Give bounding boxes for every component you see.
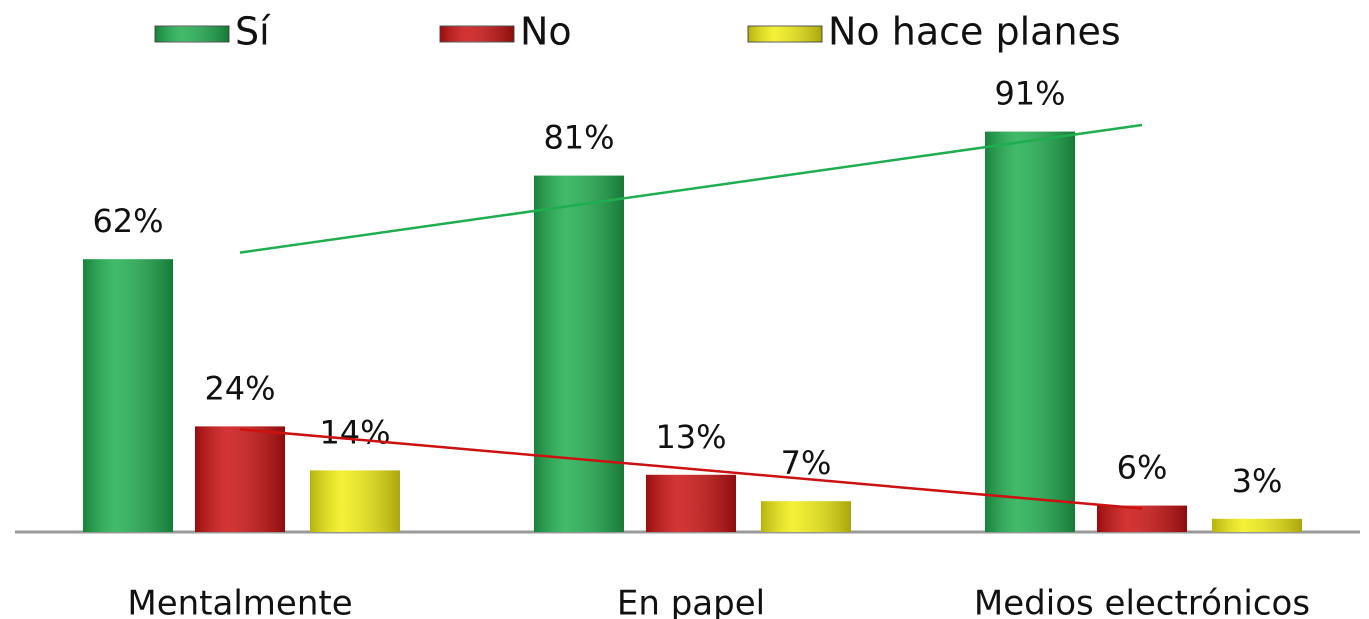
data-label: 81% — [543, 119, 614, 157]
bar-shade — [646, 474, 736, 532]
bar-shade — [1212, 518, 1302, 532]
legend-swatch-shade — [155, 26, 229, 42]
data-label: 14% — [319, 413, 390, 451]
legend-label: No — [520, 10, 572, 54]
data-label: 3% — [1232, 462, 1283, 500]
x-tick-label: Mentalmente — [127, 584, 352, 619]
data-label: 62% — [92, 202, 163, 240]
bar-shade — [310, 470, 400, 532]
bar-shade — [195, 426, 285, 532]
trend-line — [239, 428, 1143, 510]
data-label: 91% — [994, 75, 1065, 113]
bar-shade — [1097, 505, 1187, 532]
x-tick-label: En papel — [617, 584, 765, 619]
bar-shade — [761, 501, 851, 532]
data-label: 7% — [781, 444, 832, 482]
data-label: 6% — [1117, 449, 1168, 487]
legend-swatch-shade — [440, 26, 514, 42]
bar-shade — [534, 175, 624, 532]
bar-shade — [985, 131, 1075, 532]
x-tick-label: Medios electrónicos — [974, 584, 1310, 619]
bar-shade — [83, 259, 173, 532]
data-label: 24% — [204, 369, 275, 407]
legend-swatch-shade — [748, 26, 822, 42]
legend-label: Sí — [235, 10, 271, 54]
trend-line — [239, 123, 1143, 254]
legend-label: No hace planes — [828, 10, 1121, 54]
data-label: 13% — [655, 418, 726, 456]
